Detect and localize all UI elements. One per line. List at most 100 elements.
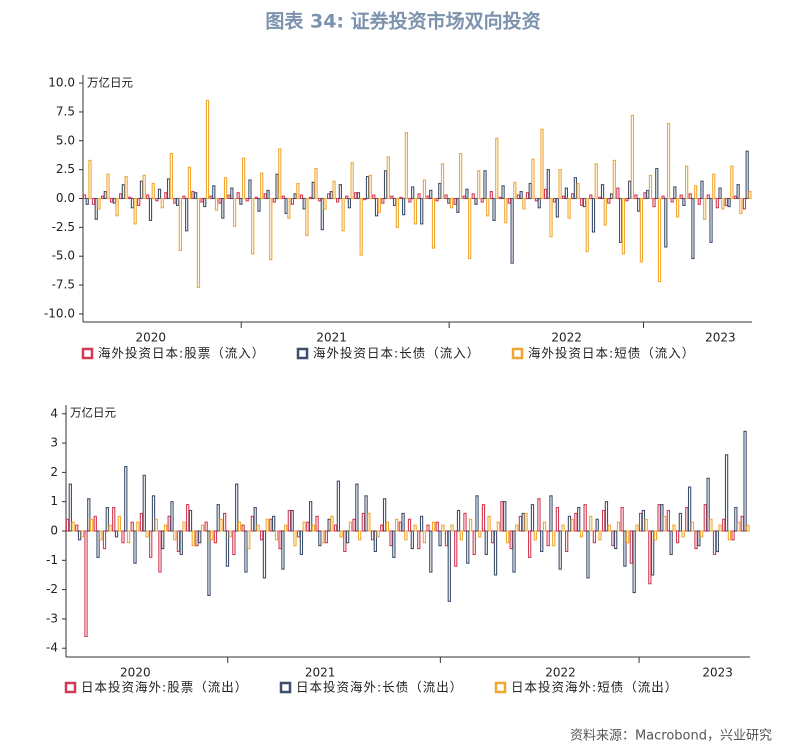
bar [417, 530, 421, 550]
bar [486, 197, 490, 217]
y-tick-label: 10.0 [48, 76, 75, 90]
bar [254, 196, 258, 200]
bar [139, 512, 144, 532]
bar [198, 530, 202, 544]
bar [715, 530, 719, 553]
bar [149, 530, 153, 558]
bar [293, 193, 297, 200]
bar [290, 509, 294, 532]
bar [724, 197, 728, 206]
bar [207, 530, 211, 597]
bar [513, 181, 517, 200]
bar [218, 197, 222, 204]
bar [329, 191, 333, 200]
bar [196, 197, 201, 288]
bar [145, 530, 149, 538]
bar [401, 512, 405, 532]
bar [186, 504, 190, 532]
bar [232, 530, 236, 555]
bar [106, 173, 110, 200]
bar [417, 193, 421, 200]
bar [262, 530, 267, 579]
bar [552, 197, 557, 203]
bar [475, 495, 479, 532]
bar [709, 197, 713, 243]
bar [103, 191, 107, 200]
bar [528, 182, 532, 200]
bar [736, 184, 740, 200]
bar [657, 197, 662, 283]
x-tick-label: 2020 [120, 666, 151, 680]
bar [472, 530, 476, 555]
bar [248, 179, 252, 200]
bar [542, 521, 547, 532]
bar [700, 180, 704, 200]
bar [655, 167, 659, 200]
bar [84, 530, 88, 638]
bar [682, 197, 686, 206]
bar [413, 524, 417, 532]
bar [614, 530, 618, 550]
bar [151, 495, 156, 532]
bar [161, 530, 165, 550]
bar [604, 501, 609, 532]
bar [195, 530, 199, 547]
bar [509, 530, 513, 550]
bar [269, 518, 273, 532]
bar [191, 530, 195, 547]
bar [182, 521, 186, 532]
bar [419, 515, 424, 532]
bar [727, 197, 731, 208]
bar [591, 197, 596, 233]
bar [204, 521, 208, 532]
bar [543, 188, 548, 200]
bar [453, 197, 457, 205]
bar [266, 189, 270, 200]
bar [200, 524, 205, 532]
bar [638, 512, 643, 532]
bar [748, 191, 752, 200]
bar [348, 521, 353, 532]
bar [228, 530, 232, 538]
bar [182, 195, 186, 200]
bar [359, 197, 363, 256]
bar [173, 530, 177, 541]
bar [330, 515, 334, 532]
bar [260, 172, 264, 200]
bar [117, 515, 121, 532]
bar [644, 518, 648, 532]
bar [314, 167, 318, 200]
y-tick-label: -2 [46, 582, 58, 596]
bar [438, 182, 442, 200]
bar [345, 530, 350, 544]
bar [507, 197, 512, 204]
bar [263, 193, 267, 200]
bar [601, 509, 606, 532]
bar [358, 530, 362, 541]
bar [480, 197, 484, 203]
y-tick-label: 2 [50, 465, 58, 479]
y-tick-label: 3 [50, 436, 58, 450]
bar [718, 524, 722, 532]
bar [444, 530, 449, 547]
bar [582, 197, 587, 208]
bar [516, 194, 521, 200]
bar [265, 518, 269, 532]
bar [299, 530, 304, 555]
bar [239, 197, 243, 205]
bar [620, 507, 624, 532]
bar [685, 165, 689, 200]
bar [323, 197, 327, 210]
bar [731, 530, 735, 541]
bar [200, 197, 204, 203]
bar [377, 197, 381, 213]
bar [635, 524, 639, 532]
bar [564, 187, 568, 200]
bar [456, 509, 461, 532]
bar [157, 188, 162, 200]
bar [491, 530, 495, 544]
bar [164, 192, 168, 200]
bar [235, 483, 239, 532]
bar [468, 518, 473, 532]
bar [108, 524, 112, 532]
